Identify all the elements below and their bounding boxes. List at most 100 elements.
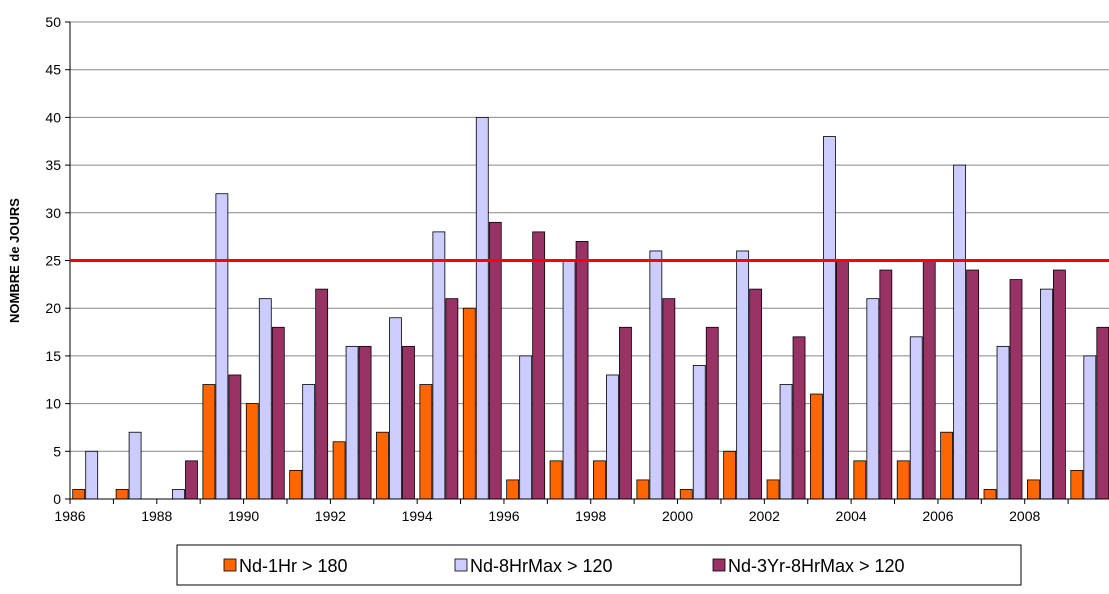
bar-nd-8hrmax-1991: [302, 384, 316, 500]
bar-nd-8hrmax-1993: [389, 317, 402, 500]
bar-nd-1hr-1996: [506, 479, 520, 500]
bar-nd-3yr-8hrmax-2003: [836, 260, 849, 500]
legend: Nd-1Hr > 180 Nd-8HrMax > 120 Nd-3Yr-8HrMax…: [176, 544, 1022, 586]
bar-nd-3yr-8hrmax-1988: [185, 460, 198, 500]
bar-nd-1hr-2001: [723, 450, 737, 500]
bars: [72, 117, 1109, 500]
bar-nd-8hrmax-1997: [562, 260, 576, 500]
bar-nd-1hr-2008: [1027, 479, 1040, 500]
bar-nd-1hr-1998: [593, 460, 606, 500]
bar-nd-1hr-2002: [766, 479, 780, 500]
bar-nd-3yr-8hrmax-2008: [1053, 269, 1066, 500]
x-tick-label: 2004: [836, 508, 867, 524]
y-tick-label: 20: [45, 300, 61, 316]
y-axis-label: NOMBRE de JOURS: [7, 198, 22, 323]
bar-nd-3yr-8hrmax-2001: [749, 288, 763, 500]
x-tick-label: 1992: [315, 508, 346, 524]
legend-label: Nd-1Hr > 180: [239, 556, 348, 576]
y-tick-label: 15: [45, 348, 61, 364]
bar-nd-8hrmax-1987: [128, 431, 142, 500]
x-axis-ticks: 1986 1988 1990 1992 1994 1996 1998 2000 2002 2004…: [54, 499, 1069, 524]
bar-nd-1hr-2000: [679, 489, 693, 500]
x-tick-label: 1990: [228, 508, 259, 524]
x-tick-label: 1994: [402, 508, 433, 524]
bar-nd-3yr-8hrmax-2007: [1009, 279, 1023, 500]
bar-nd-3yr-8hrmax-2006: [966, 269, 980, 500]
bar-nd-8hrmax-2003: [823, 136, 836, 500]
legend-label: Nd-3Yr-8HrMax > 120: [728, 556, 905, 576]
legend-box: [176, 544, 1022, 586]
y-tick-label: 0: [53, 491, 61, 507]
bar-nd-8hrmax-1990: [258, 298, 272, 500]
bar-nd-8hrmax-2004: [866, 298, 880, 500]
bar-nd-8hrmax-2009: [1083, 355, 1097, 500]
y-tick-label: 40: [45, 109, 61, 125]
x-tick-label: 2002: [749, 508, 780, 524]
bar-nd-3yr-8hrmax-1994: [445, 298, 459, 500]
y-tick-label: 25: [45, 253, 61, 269]
x-tick-label: 2006: [922, 508, 953, 524]
bar-nd-3yr-8hrmax-1998: [619, 326, 632, 500]
bar-nd-8hrmax-1999: [649, 250, 663, 500]
bar-nd-3yr-8hrmax-2005: [922, 260, 936, 500]
x-tick-label: 1996: [488, 508, 519, 524]
bar-nd-1hr-1992: [332, 441, 346, 500]
bar-nd-8hrmax-1996: [519, 355, 533, 500]
bar-nd-3yr-8hrmax-1993: [402, 345, 415, 500]
bar-nd-1hr-1997: [549, 460, 563, 500]
bar-nd-3yr-8hrmax-1995: [488, 221, 502, 500]
legend-label: Nd-8HrMax > 120: [470, 556, 613, 576]
bar-nd-8hrmax-1986: [85, 450, 99, 500]
y-tick-label: 5: [53, 443, 61, 459]
bar-nd-3yr-8hrmax-1999: [662, 298, 676, 500]
legend-swatch: [223, 558, 237, 572]
bar-nd-3yr-8hrmax-2004: [879, 269, 893, 500]
bar-nd-8hrmax-2001: [736, 250, 750, 500]
y-tick-label: 35: [45, 157, 61, 173]
bar-nd-1hr-1989: [202, 384, 216, 500]
x-tick-label: 2000: [662, 508, 693, 524]
bar-nd-8hrmax-2008: [1040, 288, 1053, 500]
bar-nd-8hrmax-2002: [779, 384, 793, 500]
y-tick-label: 50: [45, 14, 61, 30]
bar-nd-3yr-8hrmax-1996: [532, 231, 546, 500]
bar-nd-3yr-8hrmax-1989: [228, 374, 242, 500]
bar-nd-1hr-2003: [810, 393, 823, 500]
bar-nd-8hrmax-1988: [172, 489, 185, 500]
bar-nd-3yr-8hrmax-1997: [575, 241, 589, 500]
bar-nd-1hr-2005: [896, 460, 910, 500]
bar-nd-8hrmax-1995: [475, 117, 489, 500]
bar-nd-8hrmax-1992: [345, 345, 359, 500]
x-tick-label: 1988: [141, 508, 172, 524]
bar-nd-3yr-8hrmax-2000: [705, 326, 719, 500]
bar-nd-3yr-8hrmax-2002: [792, 336, 806, 500]
bar-nd-8hrmax-1998: [606, 374, 619, 500]
bar-nd-1hr-1993: [376, 431, 389, 500]
bar-nd-1hr-1987: [115, 489, 129, 500]
bar-nd-8hrmax-1994: [432, 231, 446, 500]
bar-nd-1hr-2004: [853, 460, 867, 500]
bar-nd-1hr-2007: [983, 489, 997, 500]
y-tick-label: 30: [45, 205, 61, 221]
y-tick-label: 45: [45, 62, 61, 78]
y-tick-label: 10: [45, 396, 61, 412]
x-tick-label: 2008: [1009, 508, 1040, 524]
bar-nd-1hr-1999: [636, 479, 650, 500]
bar-nd-1hr-1994: [419, 384, 433, 500]
bar-nd-1hr-1986: [72, 489, 86, 500]
bar-nd-1hr-2006: [940, 431, 954, 500]
bar-nd-3yr-8hrmax-1992: [358, 345, 372, 500]
bar-nd-1hr-2009: [1070, 469, 1084, 500]
bar-nd-8hrmax-2005: [909, 336, 923, 500]
legend-swatch: [454, 558, 468, 572]
x-tick-label: 1998: [575, 508, 606, 524]
bar-nd-8hrmax-2000: [692, 365, 706, 500]
bar-nd-3yr-8hrmax-2009: [1096, 326, 1109, 500]
y-axis-ticks: 0 5 10 15 20 25 30 35 40 45 50: [45, 14, 70, 507]
bar-nd-1hr-1991: [289, 469, 303, 500]
bar-nd-8hrmax-1989: [215, 193, 229, 500]
bar-nd-1hr-1995: [462, 307, 476, 500]
bar-nd-1hr-1990: [245, 403, 259, 500]
